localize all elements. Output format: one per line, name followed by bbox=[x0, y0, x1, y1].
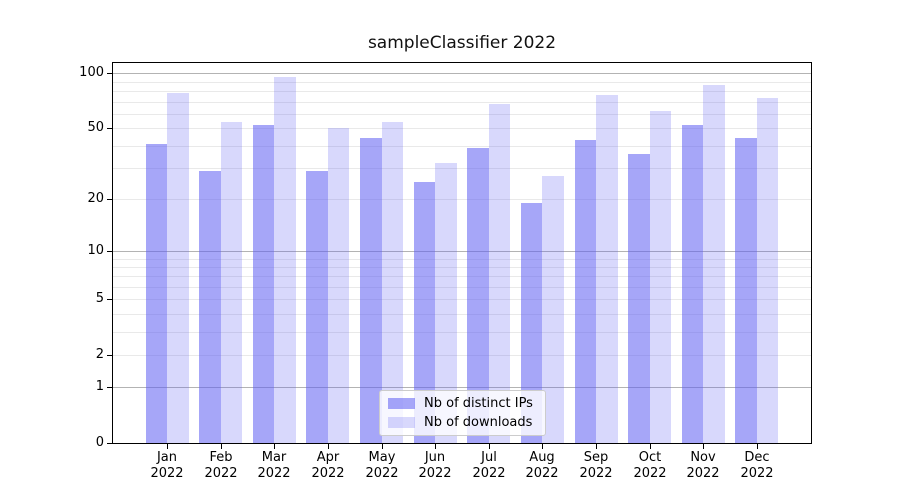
y-tick-label: 5 bbox=[95, 291, 104, 306]
x-tick-mark bbox=[167, 444, 168, 449]
minor-gridline bbox=[113, 113, 811, 115]
bar-distinct-ips-dec bbox=[735, 138, 757, 443]
legend: Nb of distinct IPs Nb of downloads bbox=[379, 390, 546, 436]
legend-swatch-distinct-ips bbox=[388, 398, 415, 409]
legend-item-downloads: Nb of downloads bbox=[388, 415, 537, 430]
minor-gridline bbox=[113, 128, 811, 130]
bar-downloads-dec bbox=[756, 98, 779, 443]
x-tick-label: Jun 2022 bbox=[418, 450, 452, 481]
chart-title: sampleClassifier 2022 bbox=[367, 33, 557, 53]
minor-gridline bbox=[113, 81, 811, 83]
y-tick-mark bbox=[107, 73, 112, 74]
minor-gridline bbox=[113, 266, 811, 268]
x-tick-label: Dec 2022 bbox=[740, 450, 774, 481]
bar-downloads-may bbox=[381, 121, 404, 443]
minor-gridline bbox=[113, 314, 811, 316]
bar-downloads-oct bbox=[649, 111, 672, 443]
x-tick-label: May 2022 bbox=[365, 450, 399, 481]
major-gridline bbox=[113, 250, 811, 252]
bar-downloads-jun bbox=[435, 162, 457, 443]
y-tick-label: 20 bbox=[87, 191, 104, 206]
x-tick-mark bbox=[221, 444, 222, 449]
bar-distinct-ips-jul bbox=[467, 147, 489, 443]
minor-gridline bbox=[113, 258, 811, 260]
minor-gridline bbox=[113, 101, 811, 103]
x-tick-label: Nov 2022 bbox=[686, 450, 720, 481]
bar-downloads-aug bbox=[542, 176, 564, 443]
minor-gridline bbox=[113, 167, 811, 169]
y-tick-label: 0 bbox=[95, 435, 104, 450]
x-tick-label: Mar 2022 bbox=[257, 450, 291, 481]
x-tick-mark bbox=[489, 444, 490, 449]
minor-gridline bbox=[113, 299, 811, 301]
bar-downloads-feb bbox=[220, 121, 243, 443]
bar-distinct-ips-oct bbox=[628, 153, 650, 443]
bar-downloads-jan bbox=[167, 92, 189, 443]
minor-gridline bbox=[113, 287, 811, 289]
y-tick-mark bbox=[107, 251, 112, 252]
x-tick-mark bbox=[328, 444, 329, 449]
minor-gridline bbox=[113, 276, 811, 278]
bar-downloads-sep bbox=[596, 95, 618, 443]
y-tick-label: 100 bbox=[79, 65, 104, 80]
y-tick-label: 2 bbox=[95, 347, 104, 362]
y-tick-mark bbox=[107, 387, 112, 388]
x-tick-mark bbox=[274, 444, 275, 449]
x-tick-mark bbox=[757, 444, 758, 449]
bar-distinct-ips-aug bbox=[520, 203, 543, 443]
major-gridline bbox=[113, 73, 811, 75]
x-tick-label: Jul 2022 bbox=[472, 450, 506, 481]
x-tick-mark bbox=[650, 444, 651, 449]
bar-downloads-jul bbox=[488, 103, 511, 443]
legend-label-distinct-ips: Nb of distinct IPs bbox=[424, 396, 533, 411]
minor-gridline bbox=[113, 354, 811, 356]
bar-distinct-ips-sep bbox=[574, 139, 597, 443]
x-tick-label: Feb 2022 bbox=[204, 450, 238, 481]
x-tick-label: Aug 2022 bbox=[525, 450, 559, 481]
bar-distinct-ips-may bbox=[360, 138, 382, 443]
x-tick-mark bbox=[542, 444, 543, 449]
bar-downloads-mar bbox=[274, 77, 296, 443]
y-tick-label: 1 bbox=[95, 379, 104, 394]
legend-label-downloads: Nb of downloads bbox=[424, 415, 533, 430]
x-tick-mark bbox=[435, 444, 436, 449]
y-tick-label: 50 bbox=[87, 120, 104, 135]
x-tick-mark bbox=[382, 444, 383, 449]
y-tick-mark bbox=[107, 443, 112, 444]
bar-downloads-nov bbox=[703, 85, 725, 443]
plot-area bbox=[112, 62, 812, 444]
minor-gridline bbox=[113, 199, 811, 201]
x-tick-mark bbox=[703, 444, 704, 449]
x-tick-mark bbox=[596, 444, 597, 449]
minor-gridline bbox=[113, 90, 811, 92]
x-tick-label: Oct 2022 bbox=[633, 450, 667, 481]
y-tick-mark bbox=[107, 199, 112, 200]
y-tick-mark bbox=[107, 128, 112, 129]
bar-distinct-ips-apr bbox=[306, 170, 328, 443]
x-tick-label: Sep 2022 bbox=[579, 450, 613, 481]
bar-distinct-ips-jun bbox=[413, 182, 436, 443]
x-tick-label: Jan 2022 bbox=[150, 450, 184, 481]
bar-distinct-ips-jan bbox=[145, 143, 167, 443]
y-tick-mark bbox=[107, 299, 112, 300]
bar-distinct-ips-feb bbox=[199, 170, 221, 443]
major-gridline bbox=[113, 387, 811, 389]
bar-distinct-ips-mar bbox=[252, 124, 275, 443]
minor-gridline bbox=[113, 331, 811, 333]
y-tick-label: 10 bbox=[87, 243, 104, 258]
legend-swatch-downloads bbox=[388, 417, 415, 428]
bar-downloads-apr bbox=[327, 128, 350, 443]
y-tick-mark bbox=[107, 355, 112, 356]
minor-gridline bbox=[113, 145, 811, 147]
bar-distinct-ips-nov bbox=[681, 124, 704, 443]
x-tick-label: Apr 2022 bbox=[311, 450, 345, 481]
legend-item-distinct-ips: Nb of distinct IPs bbox=[388, 396, 537, 411]
